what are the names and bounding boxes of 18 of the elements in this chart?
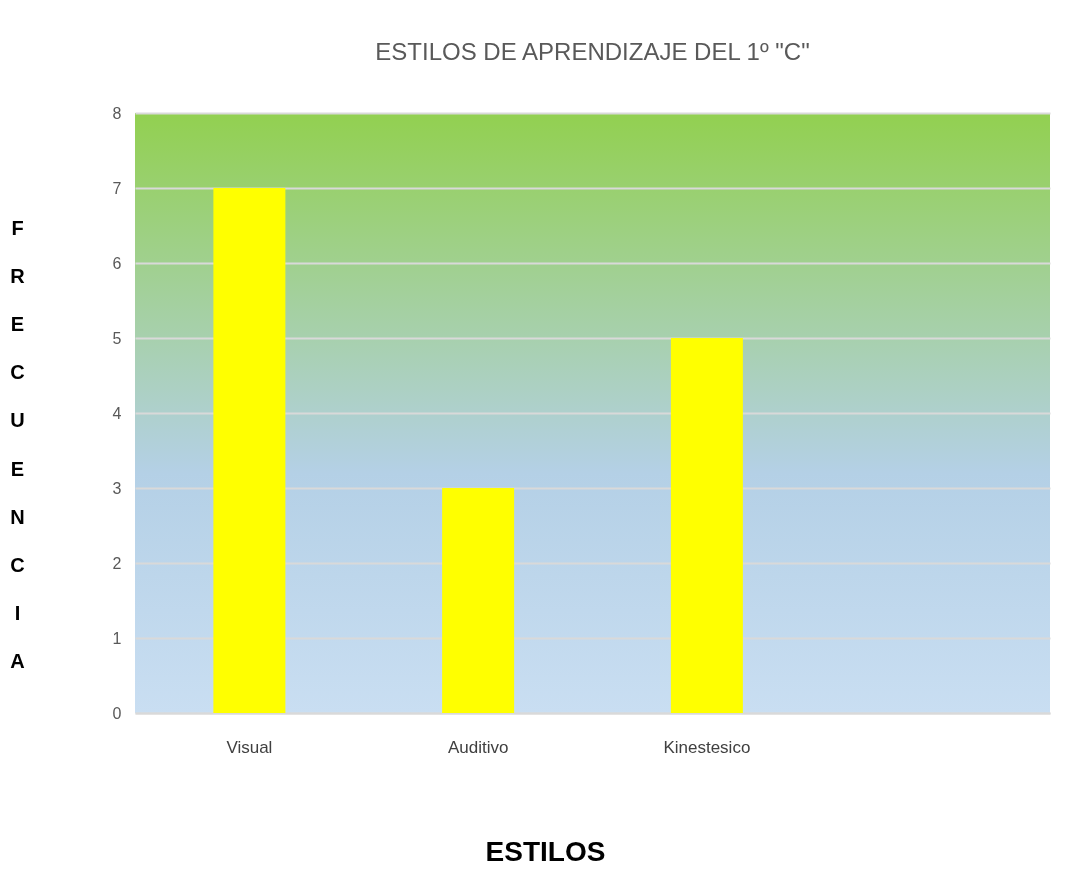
y-tick-label: 1 xyxy=(112,629,122,647)
y-tick-label: 5 xyxy=(112,329,122,347)
x-axis-title: ESTILOS xyxy=(485,835,606,867)
x-tick-label: Kinestesico xyxy=(663,737,751,757)
chart-title: ESTILOS DE APRENDIZAJE DEL 1º "C" xyxy=(375,38,810,65)
x-tick-label: Visual xyxy=(226,737,273,757)
y-tick-label: 8 xyxy=(112,104,122,122)
bar xyxy=(213,188,286,713)
y-tick-label: 7 xyxy=(112,179,122,197)
y-tick-label: 0 xyxy=(112,704,122,722)
y-tick-label: 6 xyxy=(112,254,122,272)
y-tick-label: 2 xyxy=(112,554,122,572)
bar xyxy=(670,338,743,713)
x-tick-label: Auditivo xyxy=(447,737,509,757)
text: FRECUENCIA xyxy=(10,216,25,673)
y-tick-label: 3 xyxy=(112,479,122,497)
bar xyxy=(442,488,515,713)
y-tick-label: 4 xyxy=(112,404,122,422)
